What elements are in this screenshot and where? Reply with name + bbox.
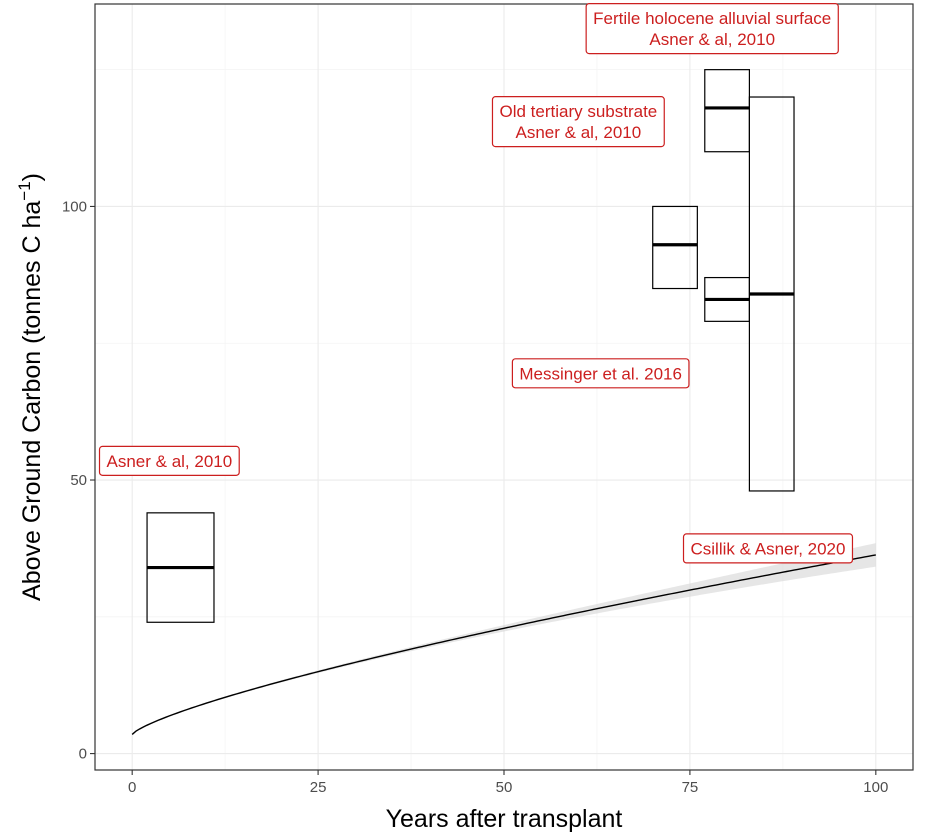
fitted-curve-line	[131, 554, 876, 735]
y-axis-title-superscript: −1	[15, 181, 34, 200]
x-tick-label: 100	[863, 779, 888, 796]
x-axis-title: Years after transplant	[386, 805, 623, 833]
grid-layer	[95, 4, 913, 770]
y-axis-title: Above Ground Carbon (tonnes C ha−1)	[15, 173, 46, 601]
annotation-box	[682, 533, 854, 564]
data-box	[748, 96, 795, 492]
y-tick-label: 50	[70, 472, 87, 489]
confidence-ribbon	[132, 543, 876, 736]
box-layer	[146, 69, 795, 623]
data-box	[704, 69, 750, 153]
y-axis-title-main: Above Ground Carbon (tonnes C ha	[18, 201, 46, 601]
data-box	[146, 512, 215, 623]
annotation-box	[511, 358, 690, 389]
annotation-box	[491, 96, 665, 148]
annotation-text: Messinger et al. 2016	[519, 364, 682, 383]
tick-layer: 0 25 50 75 100 0 50 100	[62, 198, 888, 796]
annotation-box	[585, 3, 839, 55]
annotation-text: Asner & al, 2010	[649, 30, 775, 49]
data-box	[704, 276, 750, 322]
annotation-text: Old tertiary substrate	[499, 102, 657, 121]
annotation-layer: Asner & al, 2010 Old tertiary substrate As…	[98, 3, 854, 564]
data-box	[652, 205, 698, 290]
x-tick-label: 25	[310, 779, 327, 796]
annotation-label: Asner & al, 2010	[98, 445, 240, 476]
box-range	[704, 69, 750, 153]
curve-layer	[131, 554, 876, 735]
annotation-text: Asner & al, 2010	[107, 452, 233, 471]
annotation-text: Fertile holocene alluvial surface	[593, 9, 831, 28]
annotation-label: Csillik & Asner, 2020	[682, 533, 854, 564]
annotation-label: Messinger et al. 2016	[511, 358, 690, 389]
annotation-label: Fertile holocene alluvial surface Asner &…	[585, 3, 839, 55]
y-tick-label: 0	[79, 746, 87, 763]
x-tick-label: 75	[682, 779, 699, 796]
annotation-box	[98, 445, 240, 476]
y-tick-label: 100	[62, 198, 87, 215]
ribbon-layer	[132, 543, 876, 736]
y-axis-title-close: )	[18, 173, 46, 181]
annotation-label: Old tertiary substrate Asner & al, 2010	[491, 96, 665, 148]
annotation-text: Asner & al, 2010	[516, 123, 642, 142]
annotation-text: Csillik & Asner, 2020	[691, 539, 846, 558]
box-range	[652, 205, 698, 290]
x-tick-label: 0	[128, 779, 136, 796]
x-tick-label: 50	[496, 779, 513, 796]
